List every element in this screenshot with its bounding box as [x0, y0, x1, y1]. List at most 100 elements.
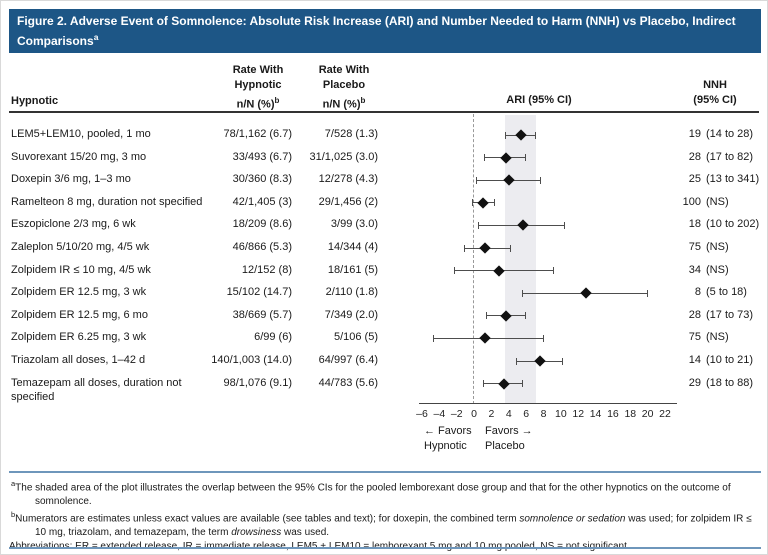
- rate-placebo-header-line1: Rate With: [318, 64, 370, 76]
- rate-placebo-header-line2: Placebo: [322, 79, 366, 91]
- hypnotic-name: Zolpidem ER 6.25 mg, 3 wk: [11, 331, 147, 344]
- favors-left-line1: ← Favors: [424, 425, 472, 437]
- nnh-ci: (10 to 202): [706, 218, 760, 231]
- rate-hypnotic-header-line3: n/N (%)b: [198, 93, 318, 113]
- table-row: Doxepin 3/6 mg, 1–3 mo 30/360 (8.3) 12/278…: [1, 172, 767, 198]
- rate-with-hypnotic-value: 15/102 (14.7): [226, 286, 292, 299]
- column-header-rate-with-hypnotic: Rate With Hypnotic n/N (%)b: [198, 63, 318, 113]
- x-tick-label: 2: [488, 408, 495, 420]
- nnh-ci: (18 to 88): [706, 376, 754, 389]
- point-diamond: [479, 242, 492, 254]
- nnh-ci: (17 to 82): [706, 150, 754, 163]
- footnote-b-italic-term: somnolence or sedation: [519, 513, 626, 525]
- table-row: Zolpidem ER 12.5 mg, 6 mo 38/669 (5.7) 7/3…: [1, 308, 767, 334]
- point-diamond: [580, 287, 592, 299]
- ci-cap-left: [522, 289, 524, 297]
- nnh-ci: (5 to 18): [706, 286, 747, 299]
- nnh-value: 75: [688, 241, 701, 253]
- hypnotic-name: Eszopiclone 2/3 mg, 6 wk: [11, 218, 136, 231]
- rate-with-hypnotic-value: 46/866 (5.3): [232, 241, 292, 253]
- nnh-value: 28: [688, 308, 701, 321]
- point-diamond: [515, 129, 527, 141]
- nnh-ci: (13 to 341): [706, 173, 760, 186]
- hypnotic-name: Zolpidem ER 12.5 mg, 3 wk: [11, 286, 147, 299]
- rate-with-placebo-value: 44/783 (5.6): [318, 376, 378, 389]
- zero-reference-line: [473, 114, 475, 404]
- favors-placebo-label: Favors → Placebo: [485, 424, 533, 453]
- rate-hypnotic-header-line1: Rate With: [232, 64, 284, 76]
- abbreviations-note: Abbreviations: ER = extended release, IR…: [9, 540, 759, 554]
- hypnotic-name: Ramelteon 8 mg, duration not specified: [11, 195, 203, 208]
- nnh-value: 25: [688, 173, 701, 186]
- rate-placebo-footnote-marker: b: [360, 96, 366, 105]
- shaded-overlap-region: [505, 115, 536, 404]
- footnote-a: aThe shaded area of the plot illustrates…: [9, 477, 759, 508]
- point-diamond: [534, 355, 546, 367]
- footnote-b-text: Numerators are estimates unless exact va…: [15, 514, 751, 539]
- rate-with-placebo-value: 64/997 (6.4): [318, 354, 378, 366]
- rate-with-hypnotic-value: 42/1,405 (3): [232, 195, 292, 208]
- ci-cap-left: [471, 199, 473, 207]
- rate-with-placebo-value: 14/344 (4): [327, 241, 378, 253]
- rate-with-hypnotic-value: 33/493 (6.7): [232, 150, 292, 163]
- point-diamond: [498, 377, 511, 390]
- x-tick-label: 20: [641, 408, 654, 420]
- table-row: Zolpidem ER 6.25 mg, 3 wk 6/99 (6) 5/106 (…: [1, 330, 767, 356]
- ci-bar: [522, 292, 648, 294]
- ci-cap-left: [504, 131, 506, 139]
- x-tick-label: 16: [607, 408, 619, 420]
- point-diamond: [500, 151, 512, 164]
- table-row: Zolpidem IR ≤ 10 mg, 4/5 wk 12/152 (8) 18/…: [1, 263, 767, 289]
- nnh-ci: (17 to 73): [706, 308, 754, 321]
- nnh-ci: (10 to 21): [706, 354, 754, 366]
- ci-bar: [454, 270, 554, 272]
- x-tick-label: 0: [471, 408, 477, 420]
- x-tick-label: 22: [659, 408, 671, 420]
- ci-cap-right: [535, 131, 537, 139]
- rate-with-placebo-value: 31/1,025 (3.0): [309, 150, 379, 163]
- rate-with-placebo-value: 12/278 (4.3): [318, 173, 378, 186]
- ci-cap-right: [543, 334, 544, 342]
- rate-with-placebo-value: 18/161 (5): [327, 263, 378, 276]
- figure-title: Figure 2. Adverse Event of Somnolence: A…: [17, 14, 736, 48]
- nnh-ci: (NS): [706, 331, 729, 344]
- footnote-a-marker: a: [11, 479, 16, 488]
- ci-bar: [484, 157, 526, 159]
- ci-cap-left: [453, 267, 455, 275]
- ci-cap-left: [432, 334, 434, 342]
- table-row: Zolpidem ER 12.5 mg, 3 wk 15/102 (14.7) 2/…: [1, 285, 767, 311]
- x-tick-label: –6: [416, 408, 428, 420]
- rate-hypnotic-header-units: n/N (%): [236, 98, 275, 111]
- column-header-nnh: NNH (95% CI): [665, 78, 765, 108]
- hypnotic-name: Suvorexant 15/20 mg, 3 mo: [11, 150, 147, 163]
- nnh-header-line2: (95% CI): [693, 94, 737, 106]
- nnh-value: 18: [688, 218, 701, 231]
- rate-with-hypnotic-value: 140/1,003 (14.0): [211, 354, 292, 366]
- ci-bar: [505, 134, 536, 136]
- footnote-b-segment: was used.: [281, 527, 330, 539]
- ci-bar: [478, 224, 565, 226]
- rate-with-hypnotic-value: 98/1,076 (9.1): [223, 376, 293, 389]
- ci-cap-right: [647, 289, 649, 297]
- nnh-ci: (NS): [706, 195, 729, 208]
- figure-title-footnote-marker: a: [93, 32, 99, 42]
- ci-cap-right: [522, 380, 524, 388]
- rate-with-hypnotic-value: 18/209 (8.6): [232, 218, 292, 231]
- column-header-ari: ARI (95% CI): [506, 94, 572, 106]
- column-header-rate-with-placebo: Rate With Placebo n/N (%)b: [284, 63, 404, 113]
- ci-bar: [516, 360, 563, 362]
- point-diamond: [479, 332, 492, 345]
- rate-with-hypnotic-value: 12/152 (8): [241, 263, 292, 276]
- bottom-rule: [9, 547, 761, 549]
- footnote-b-italic-term: drowsiness: [231, 527, 282, 539]
- table-row: Eszopiclone 2/3 mg, 6 wk 18/209 (8.6) 3/99…: [1, 217, 767, 243]
- footnote-b-marker: b: [11, 510, 16, 520]
- rate-placebo-header-units: n/N (%): [322, 98, 361, 111]
- ci-cap-left: [485, 312, 487, 320]
- ci-cap-left: [464, 244, 466, 252]
- ci-cap-right: [552, 267, 554, 275]
- nnh-value: 28: [688, 150, 701, 163]
- footnote-divider-rule: [9, 471, 761, 473]
- x-axis-line: [419, 403, 677, 404]
- ci-cap-left: [516, 357, 518, 365]
